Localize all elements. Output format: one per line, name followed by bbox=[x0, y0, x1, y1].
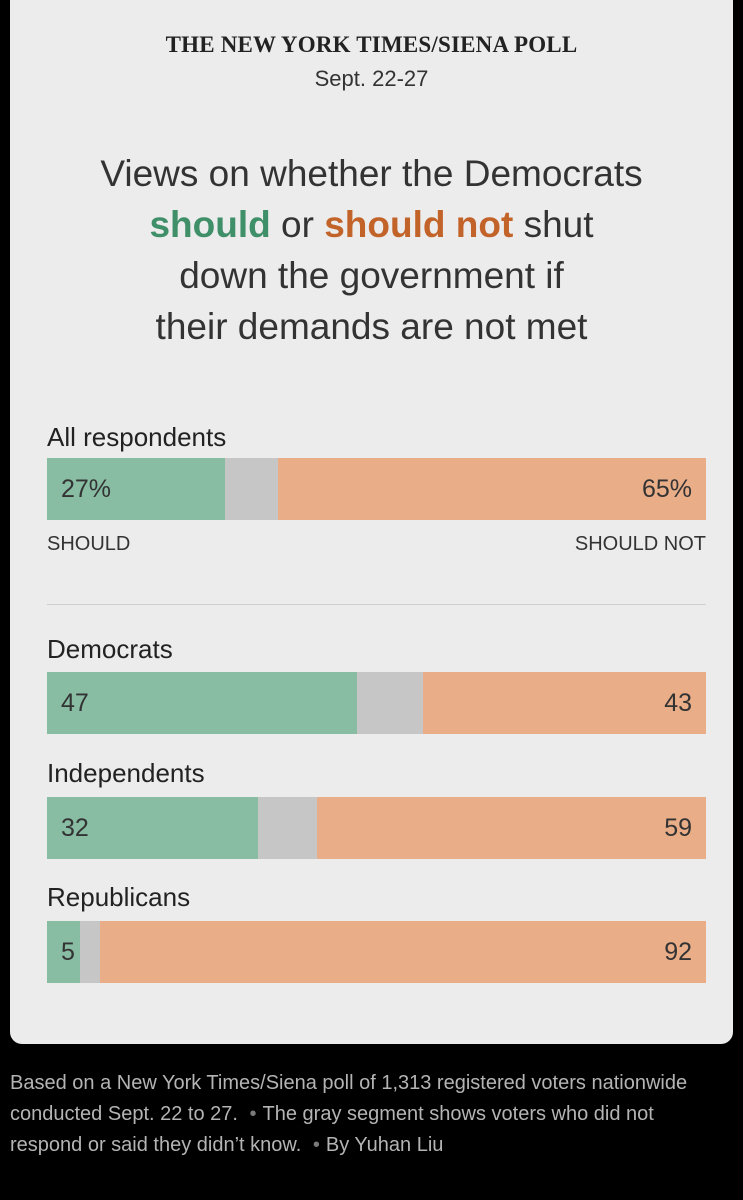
poll-dates: Sept. 22-27 bbox=[314, 66, 429, 91]
group-label-independents: Independents bbox=[47, 758, 205, 788]
axis-label-should: SHOULD bbox=[47, 533, 131, 555]
bar-segment-should bbox=[47, 458, 225, 520]
value-label-should: 27% bbox=[61, 475, 112, 503]
bar-republicans: 5 92 bbox=[47, 921, 706, 983]
bar-segment-should-not bbox=[317, 797, 706, 859]
bar-segment-unsure bbox=[80, 921, 100, 983]
value-label-should: 32 bbox=[61, 814, 89, 842]
title-line-3: down the government if bbox=[179, 255, 564, 296]
group-label-all-respondents: All respondents bbox=[47, 422, 227, 452]
bar-segment-unsure bbox=[357, 672, 423, 734]
footnote-separator: • bbox=[249, 1103, 257, 1125]
bar-segment-should-not bbox=[423, 672, 706, 734]
title-or: or bbox=[270, 204, 325, 245]
bar-segment-should-not bbox=[100, 921, 706, 983]
value-label-should-not: 92 bbox=[664, 938, 692, 966]
footnote-source: Based on a New York Times/Siena poll of … bbox=[10, 1072, 688, 1125]
footnote: Based on a New York Times/Siena poll of … bbox=[10, 1068, 730, 1161]
bar-segment-should bbox=[47, 921, 80, 983]
divider bbox=[47, 604, 706, 605]
footnote-gray-note: The gray segment shows voters who did no… bbox=[10, 1103, 654, 1156]
bar-segment-unsure bbox=[225, 458, 278, 520]
footnote-separator: • bbox=[312, 1134, 320, 1156]
bar-segment-should-not bbox=[278, 458, 706, 520]
footnote-byline: By Yuhan Liu bbox=[325, 1134, 444, 1156]
group-label-democrats: Democrats bbox=[47, 634, 173, 664]
value-label-should: 5 bbox=[61, 938, 75, 966]
value-label-should-not: 65% bbox=[641, 475, 692, 503]
chart-title: Views on whether the Democrats should or… bbox=[50, 148, 693, 352]
poll-card: THE NEW YORK TIMES/SIENA POLL Sept. 22-2… bbox=[10, 0, 733, 1044]
bar-democrats: 47 43 bbox=[47, 672, 706, 734]
masthead: THE NEW YORK TIMES/SIENA POLL bbox=[165, 32, 578, 57]
value-label-should: 47 bbox=[61, 689, 89, 717]
value-label-should-not: 59 bbox=[664, 814, 692, 842]
title-line-1: Views on whether the Democrats bbox=[100, 153, 643, 194]
title-should: should bbox=[149, 204, 271, 245]
bar-segment-should bbox=[47, 672, 357, 734]
bar-independents: 32 59 bbox=[47, 797, 706, 859]
title-shut: shut bbox=[513, 204, 594, 245]
bar-segment-should bbox=[47, 797, 258, 859]
bar-all-respondents: 27% 65% bbox=[47, 458, 706, 520]
value-label-should-not: 43 bbox=[664, 689, 692, 717]
group-label-republicans: Republicans bbox=[47, 882, 191, 912]
title-should-not: should not bbox=[324, 204, 514, 245]
bar-segment-unsure bbox=[258, 797, 317, 859]
title-line-4: their demands are not met bbox=[155, 306, 588, 347]
axis-label-should-not: SHOULD NOT bbox=[574, 533, 706, 555]
